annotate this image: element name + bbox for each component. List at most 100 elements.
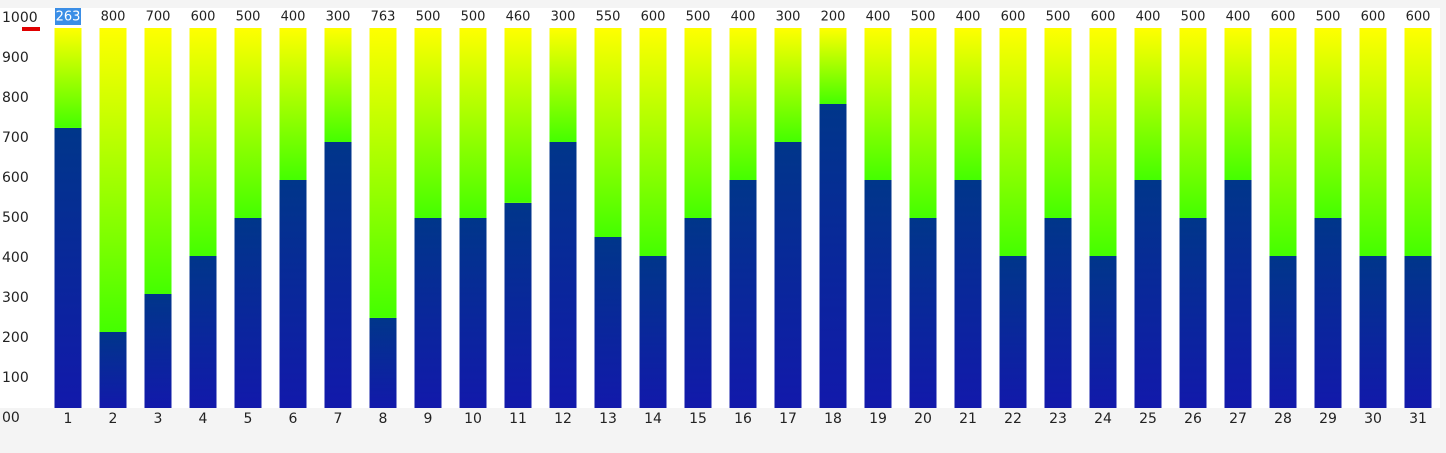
free-segment	[819, 28, 847, 104]
value-label: 400	[1226, 10, 1251, 25]
used-segment	[1224, 180, 1252, 408]
used-segment	[954, 180, 982, 408]
used-segment	[864, 180, 892, 408]
y-tick-label: 600	[2, 170, 29, 186]
y-tick-label: 700	[2, 130, 29, 146]
x-tick-label: 22	[1004, 411, 1022, 427]
value-label: 400	[1136, 10, 1161, 25]
x-tick-label: 10	[464, 411, 482, 427]
x-tick-label: 21	[959, 411, 977, 427]
x-tick-label: 8	[379, 411, 388, 427]
free-segment	[1044, 28, 1072, 218]
x-tick-label: 3	[154, 411, 163, 427]
used-segment	[369, 317, 397, 408]
value-label: 600	[641, 10, 666, 25]
value-label: 400	[281, 10, 306, 25]
used-segment	[1404, 256, 1432, 408]
x-tick-label: 4	[199, 411, 208, 427]
x-tick-label: 18	[824, 411, 842, 427]
x-tick-label: 5	[244, 411, 253, 427]
y-tick-label: 1000	[2, 10, 38, 26]
used-segment	[459, 218, 487, 408]
x-tick-label: 29	[1319, 411, 1337, 427]
free-segment	[279, 28, 307, 180]
free-segment	[324, 28, 352, 142]
free-segment	[729, 28, 757, 180]
used-segment	[234, 218, 262, 408]
value-label: 500	[911, 10, 936, 25]
y-tick-label: 400	[2, 250, 29, 266]
y-tick-label: 900	[2, 50, 29, 66]
x-tick-label: 27	[1229, 411, 1247, 427]
value-label: 500	[461, 10, 486, 25]
value-label: 700	[146, 10, 171, 25]
value-label: 460	[506, 10, 531, 25]
value-label: 800	[101, 10, 126, 25]
free-segment	[1179, 28, 1207, 218]
x-tick-label: 15	[689, 411, 707, 427]
y-tick-label: 800	[2, 90, 29, 106]
marker	[22, 27, 40, 31]
used-segment	[729, 180, 757, 408]
used-segment	[279, 180, 307, 408]
free-segment	[909, 28, 937, 218]
free-segment	[864, 28, 892, 180]
used-segment	[684, 218, 712, 408]
free-segment	[54, 28, 82, 128]
free-segment	[1269, 28, 1297, 256]
free-segment	[189, 28, 217, 256]
x-tick-label: 25	[1139, 411, 1157, 427]
y-tick-label: 500	[2, 210, 29, 226]
used-segment	[819, 104, 847, 408]
used-segment	[54, 127, 82, 408]
value-label: 600	[1271, 10, 1296, 25]
value-label: 500	[236, 10, 261, 25]
value-label: 263	[56, 10, 81, 25]
free-segment	[1089, 28, 1117, 256]
used-segment	[1179, 218, 1207, 408]
x-tick-label: 13	[599, 411, 617, 427]
used-segment	[324, 142, 352, 408]
free-segment	[369, 28, 397, 318]
x-tick-label: 16	[734, 411, 752, 427]
free-segment	[1359, 28, 1387, 256]
x-tick-label: 17	[779, 411, 797, 427]
free-segment	[1314, 28, 1342, 218]
value-label: 400	[956, 10, 981, 25]
used-segment	[1359, 256, 1387, 408]
free-segment	[594, 28, 622, 237]
x-tick-label: 14	[644, 411, 662, 427]
y-tick-label: 00	[2, 410, 20, 426]
free-segment	[459, 28, 487, 218]
x-tick-label: 20	[914, 411, 932, 427]
used-segment	[909, 218, 937, 408]
free-segment	[1134, 28, 1162, 180]
used-segment	[1134, 180, 1162, 408]
value-label: 550	[596, 10, 621, 25]
free-segment	[999, 28, 1027, 256]
x-tick-label: 30	[1364, 411, 1382, 427]
used-segment	[639, 256, 667, 408]
free-segment	[504, 28, 532, 203]
y-tick-label: 200	[2, 330, 29, 346]
x-tick-label: 6	[289, 411, 298, 427]
value-label: 600	[1091, 10, 1116, 25]
used-segment	[594, 237, 622, 408]
value-label: 500	[1316, 10, 1341, 25]
value-label: 300	[776, 10, 801, 25]
value-label: 300	[551, 10, 576, 25]
value-label: 200	[821, 10, 846, 25]
free-segment	[1224, 28, 1252, 180]
free-segment	[144, 28, 172, 294]
used-segment	[549, 142, 577, 408]
value-label: 600	[1406, 10, 1431, 25]
value-label: 400	[731, 10, 756, 25]
value-label: 500	[686, 10, 711, 25]
x-tick-label: 2	[109, 411, 118, 427]
used-segment	[774, 142, 802, 408]
value-label: 500	[1046, 10, 1071, 25]
free-segment	[639, 28, 667, 256]
free-segment	[774, 28, 802, 142]
